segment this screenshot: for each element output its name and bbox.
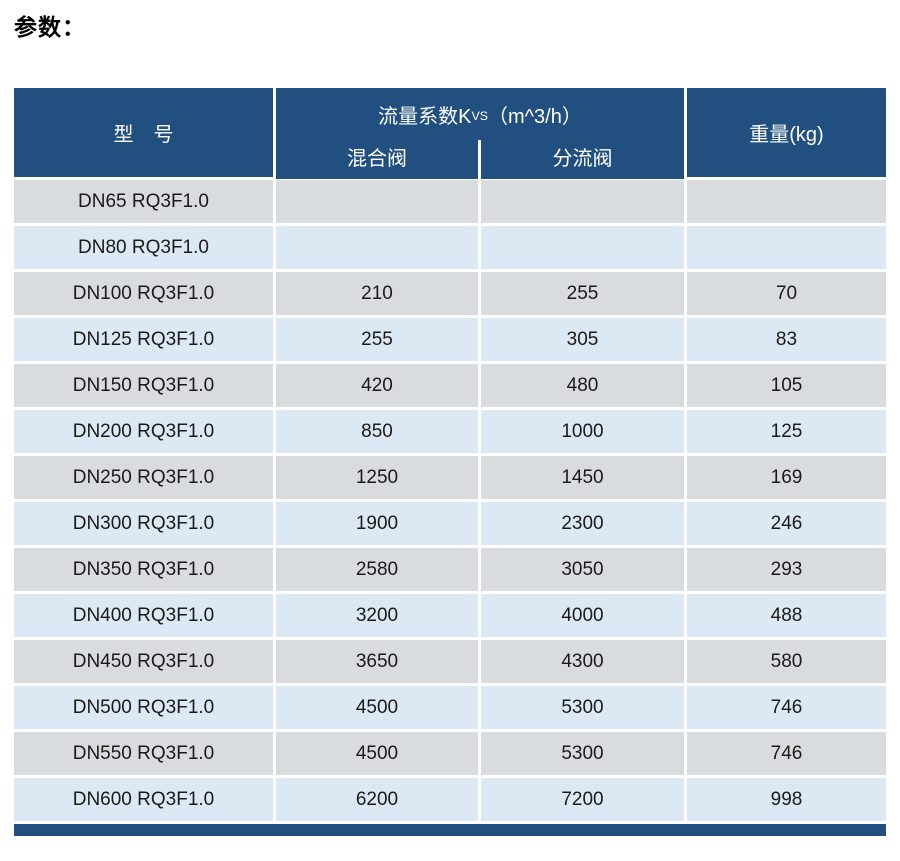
cell-mixing: 4500	[276, 686, 478, 729]
cell-diverting: 7200	[481, 778, 684, 821]
page-title: 参数：	[14, 14, 86, 40]
cell-model: DN250 RQ3F1.0	[14, 456, 273, 499]
cell-weight: 246	[687, 502, 886, 545]
cell-diverting: 1450	[481, 456, 684, 499]
cell-model: DN550 RQ3F1.0	[14, 732, 273, 775]
cell-model: DN100 RQ3F1.0	[14, 272, 273, 315]
header-model: 型 号	[14, 88, 273, 177]
cell-mixing: 1900	[276, 502, 478, 545]
cell-diverting: 4000	[481, 594, 684, 637]
cell-weight: 746	[687, 732, 886, 775]
cell-weight	[687, 180, 886, 223]
cell-weight: 488	[687, 594, 886, 637]
cell-diverting: 3050	[481, 548, 684, 591]
cell-weight: 580	[687, 640, 886, 683]
cell-mixing: 4500	[276, 732, 478, 775]
header-kvs-prefix: 流量系数K	[378, 105, 472, 128]
cell-mixing: 255	[276, 318, 478, 361]
cell-mixing: 3650	[276, 640, 478, 683]
cell-mixing: 1250	[276, 456, 478, 499]
cell-model: DN600 RQ3F1.0	[14, 778, 273, 821]
cell-model: DN400 RQ3F1.0	[14, 594, 273, 637]
cell-model: DN200 RQ3F1.0	[14, 410, 273, 453]
cell-model: DN500 RQ3F1.0	[14, 686, 273, 729]
cell-mixing: 210	[276, 272, 478, 315]
cell-mixing	[276, 226, 478, 269]
cell-mixing	[276, 180, 478, 223]
cell-model: DN150 RQ3F1.0	[14, 364, 273, 407]
cell-weight: 293	[687, 548, 886, 591]
cell-weight	[687, 226, 886, 269]
header-mixing-valve: 混合阀	[276, 134, 478, 179]
cell-model: DN80 RQ3F1.0	[14, 226, 273, 269]
cell-diverting: 1000	[481, 410, 684, 453]
cell-weight: 70	[687, 272, 886, 315]
cell-model: DN350 RQ3F1.0	[14, 548, 273, 591]
cell-mixing: 2580	[276, 548, 478, 591]
cell-model: DN300 RQ3F1.0	[14, 502, 273, 545]
cell-weight: 125	[687, 410, 886, 453]
cell-weight: 169	[687, 456, 886, 499]
cell-weight: 83	[687, 318, 886, 361]
header-weight: 重量(kg)	[687, 88, 886, 177]
cell-diverting	[481, 226, 684, 269]
cell-diverting: 2300	[481, 502, 684, 545]
cell-diverting: 4300	[481, 640, 684, 683]
cell-diverting: 255	[481, 272, 684, 315]
cell-diverting: 480	[481, 364, 684, 407]
cell-model: DN65 RQ3F1.0	[14, 180, 273, 223]
cell-model: DN125 RQ3F1.0	[14, 318, 273, 361]
header-kvs: 流量系数K VS （m^3/h）	[276, 88, 684, 140]
cell-mixing: 850	[276, 410, 478, 453]
cell-weight: 746	[687, 686, 886, 729]
cell-mixing: 420	[276, 364, 478, 407]
cell-diverting: 5300	[481, 686, 684, 729]
cell-mixing: 3200	[276, 594, 478, 637]
cell-diverting: 5300	[481, 732, 684, 775]
header-diverting-valve: 分流阀	[481, 134, 684, 179]
cell-weight: 998	[687, 778, 886, 821]
cell-model: DN450 RQ3F1.0	[14, 640, 273, 683]
header-kvs-subscript: VS	[471, 109, 488, 124]
cell-weight: 105	[687, 364, 886, 407]
header-kvs-unit: （m^3/h）	[488, 105, 582, 128]
cell-diverting	[481, 180, 684, 223]
cell-mixing: 6200	[276, 778, 478, 821]
cell-diverting: 305	[481, 318, 684, 361]
table-bottom-bar	[14, 824, 886, 836]
spec-table: 型 号 流量系数K VS （m^3/h） 混合阀 分流阀 重量(kg) DN65 R…	[14, 88, 886, 821]
